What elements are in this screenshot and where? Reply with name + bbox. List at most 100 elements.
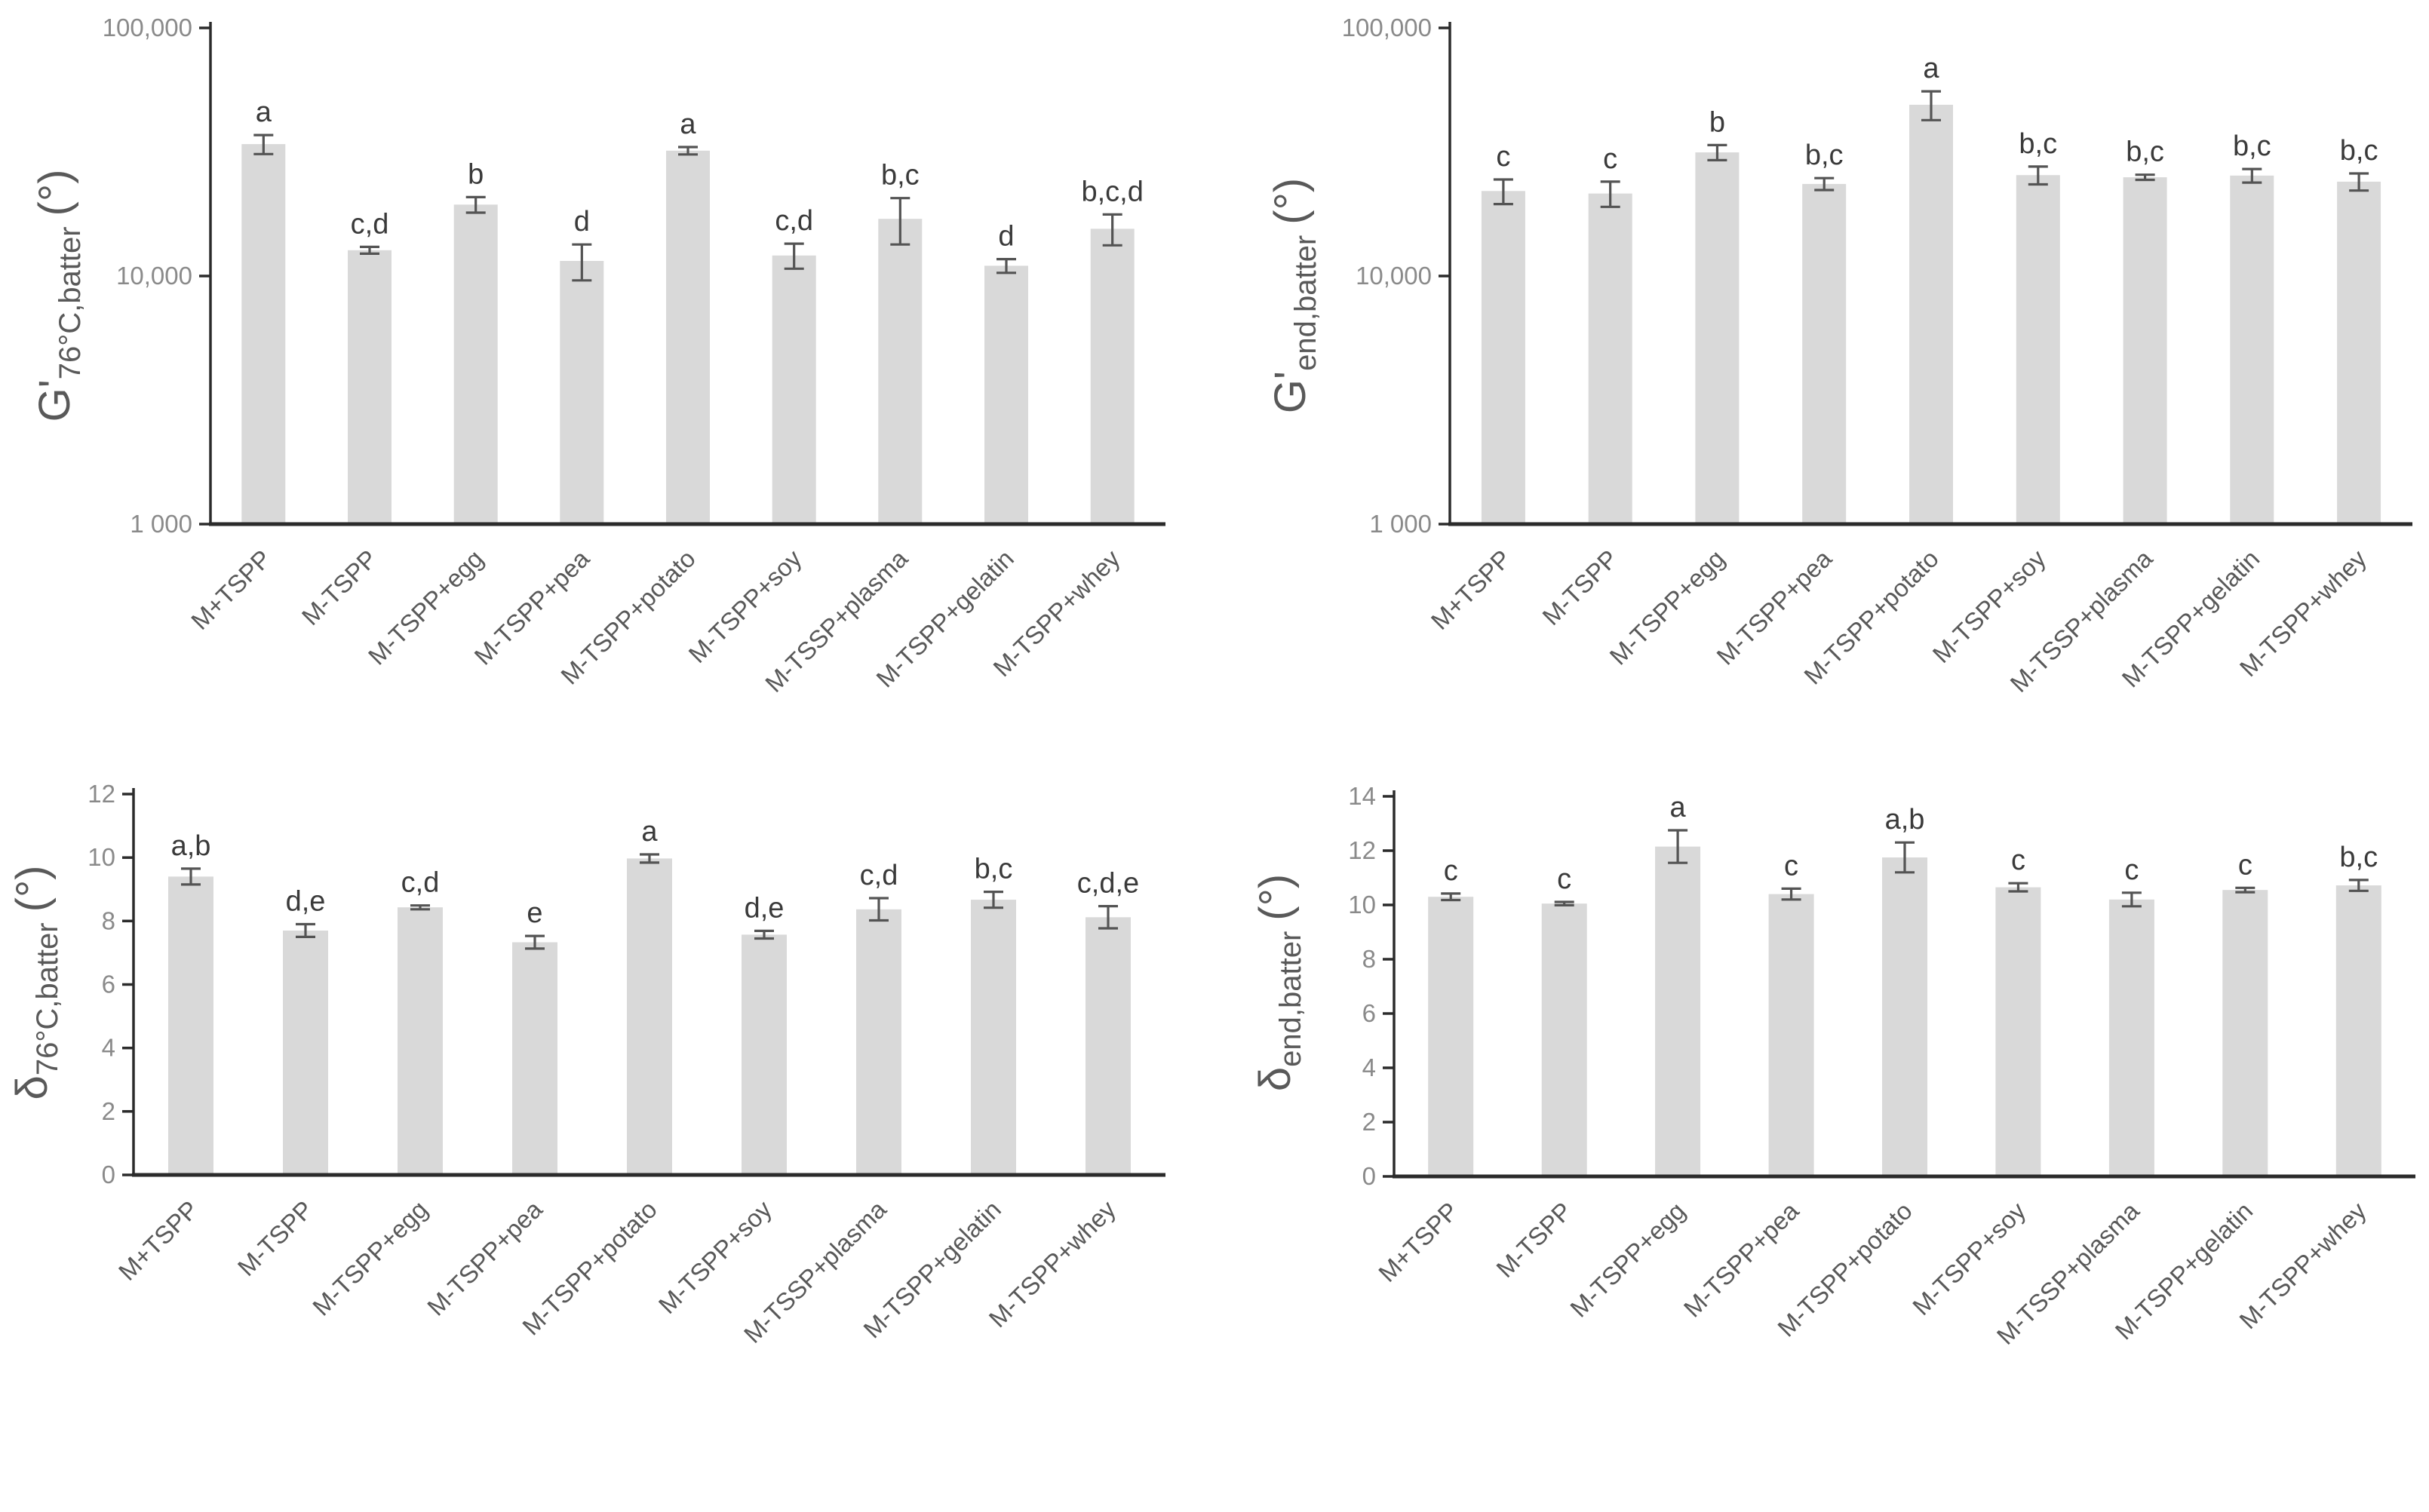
y-tick-label: 2 <box>1362 1108 1376 1136</box>
sig-letter: c,d <box>775 205 813 237</box>
bar <box>856 909 901 1175</box>
bar <box>971 900 1016 1175</box>
sig-letter: a <box>1923 53 1939 84</box>
category-label: M-TSPP <box>1537 544 1623 630</box>
bar <box>1695 152 1740 524</box>
panel-top-left-g76-batter: a M+TSPP c,d M-TSPP b M-TSPP+egg d M-TSPP+pea a M… <box>0 0 1214 756</box>
panel-top-right-gend-batter: c M+TSPP c M-TSPP b M-TSPP+egg b,c M-TSPP+pea a M… <box>1214 0 2429 756</box>
sig-letter: b,c <box>2339 842 2378 873</box>
y-tick-label: 10,000 <box>116 262 192 290</box>
y-tick-label: 10 <box>88 843 115 871</box>
bar <box>2108 899 2154 1176</box>
sig-letter: b,c <box>1805 140 1844 171</box>
bar <box>666 150 710 525</box>
sig-letter: b,c <box>2019 128 2057 160</box>
category-label: M-TSPP+soy <box>1907 1196 2031 1320</box>
bar <box>1428 897 1474 1176</box>
sig-letter: b <box>468 158 484 190</box>
sig-letter: b,c,d <box>1081 176 1143 207</box>
sig-letter: c <box>1603 143 1617 175</box>
sig-letter: c <box>1557 863 1571 895</box>
bar <box>1655 846 1701 1176</box>
sig-letter: c <box>2011 845 2025 876</box>
sig-letter: e <box>527 897 542 929</box>
bar <box>2230 175 2274 525</box>
category-label: M+TSPP <box>186 544 276 635</box>
bar <box>453 204 498 524</box>
category-label: M-TSPP <box>296 544 382 630</box>
y-tick-label: 0 <box>1362 1162 1376 1190</box>
bar <box>878 219 923 524</box>
sig-letter: c <box>2124 854 2139 886</box>
y-tick-label: 6 <box>1362 999 1376 1027</box>
bar <box>1909 104 1953 524</box>
sig-letter: c <box>1496 141 1510 173</box>
sig-letter: d <box>574 206 590 238</box>
sig-letter: c <box>1784 850 1798 882</box>
y-tick-label: 6 <box>102 971 115 998</box>
sig-letter: b,c <box>2126 136 2164 168</box>
bar <box>2337 181 2381 524</box>
bar <box>2123 177 2167 524</box>
sig-letter: a <box>256 97 272 128</box>
bar <box>1802 183 1847 524</box>
y-tick-label: 8 <box>1362 945 1376 973</box>
bar <box>560 261 604 524</box>
y-tick-label: 2 <box>102 1097 115 1125</box>
y-tick-label: 12 <box>88 780 115 808</box>
category-label: M-TSPP <box>1491 1197 1577 1283</box>
sig-letter: c <box>1444 855 1458 887</box>
y-tick-label: 8 <box>102 906 115 934</box>
category-label: M-TSPP <box>232 1195 318 1281</box>
bar <box>512 942 557 1175</box>
y-tick-label: 1 000 <box>130 510 192 538</box>
category-label: M+TSPP <box>1426 544 1516 635</box>
y-tick-label: 100,000 <box>103 14 192 41</box>
sig-letter: a <box>1670 792 1687 823</box>
bar <box>1541 903 1587 1176</box>
sig-letter: b <box>1709 106 1725 138</box>
sig-letter: c,d <box>351 208 389 240</box>
bar <box>1588 193 1632 524</box>
bar <box>1882 857 1927 1176</box>
bar <box>2335 885 2381 1176</box>
category-label: M-TSPP+egg <box>1565 1197 1690 1323</box>
category-label: M-TSPP+egg <box>307 1195 433 1321</box>
category-label: M-TSPP+pea <box>422 1195 548 1320</box>
bar <box>1481 191 1525 525</box>
y-tick-label: 14 <box>1348 782 1376 810</box>
bar <box>1090 228 1135 524</box>
category-label: M+TSPP <box>113 1195 204 1286</box>
bar <box>348 250 392 524</box>
sig-letter: d,e <box>745 892 785 924</box>
sig-letter: d <box>998 221 1014 253</box>
sig-letter: a <box>641 816 658 848</box>
sig-letter: a <box>680 109 696 140</box>
chart-g-end-batter: cM+TSPPcM-TSPPbM-TSPP+eggb,cM-TSPP+peaaM… <box>1266 14 2412 698</box>
sig-letter: c,d <box>401 867 440 899</box>
category-label: M+TSPP <box>1373 1197 1463 1287</box>
y-tick-label: 1 000 <box>1369 510 1432 538</box>
y-axis-title: δ76°C,batter(°) <box>8 866 64 1100</box>
y-axis-title: G'end,batter(°) <box>1266 178 1322 413</box>
panel-bottom-left-delta76-batter: a,b M+TSPP d,e M-TSPP c,d M-TSPP+egg e M-TSPP+p… <box>0 756 1214 1512</box>
y-axis-title: G'76°C,batter(°) <box>30 170 87 422</box>
bar <box>1768 894 1814 1176</box>
bar <box>1995 887 2041 1176</box>
bar <box>168 876 213 1175</box>
bar <box>2222 890 2268 1176</box>
bar <box>984 265 1028 524</box>
y-tick-label: 4 <box>102 1034 115 1062</box>
sig-letter: b,c <box>881 160 920 192</box>
sig-letter: d,e <box>286 886 326 918</box>
y-tick-label: 100,000 <box>1342 14 1432 41</box>
bar <box>627 858 672 1175</box>
bar <box>241 144 286 524</box>
bar <box>283 931 328 1175</box>
bar <box>772 255 816 524</box>
y-tick-label: 12 <box>1348 836 1376 864</box>
sig-letter: b,c <box>2340 135 2378 167</box>
bar <box>742 934 787 1175</box>
chart-delta-76c-batter: a,b M+TSPP d,e M-TSPP c,d M-TSPP+egg e M-TSPP+p… <box>8 780 1165 1348</box>
sig-letter: c,d,e <box>1077 868 1139 900</box>
